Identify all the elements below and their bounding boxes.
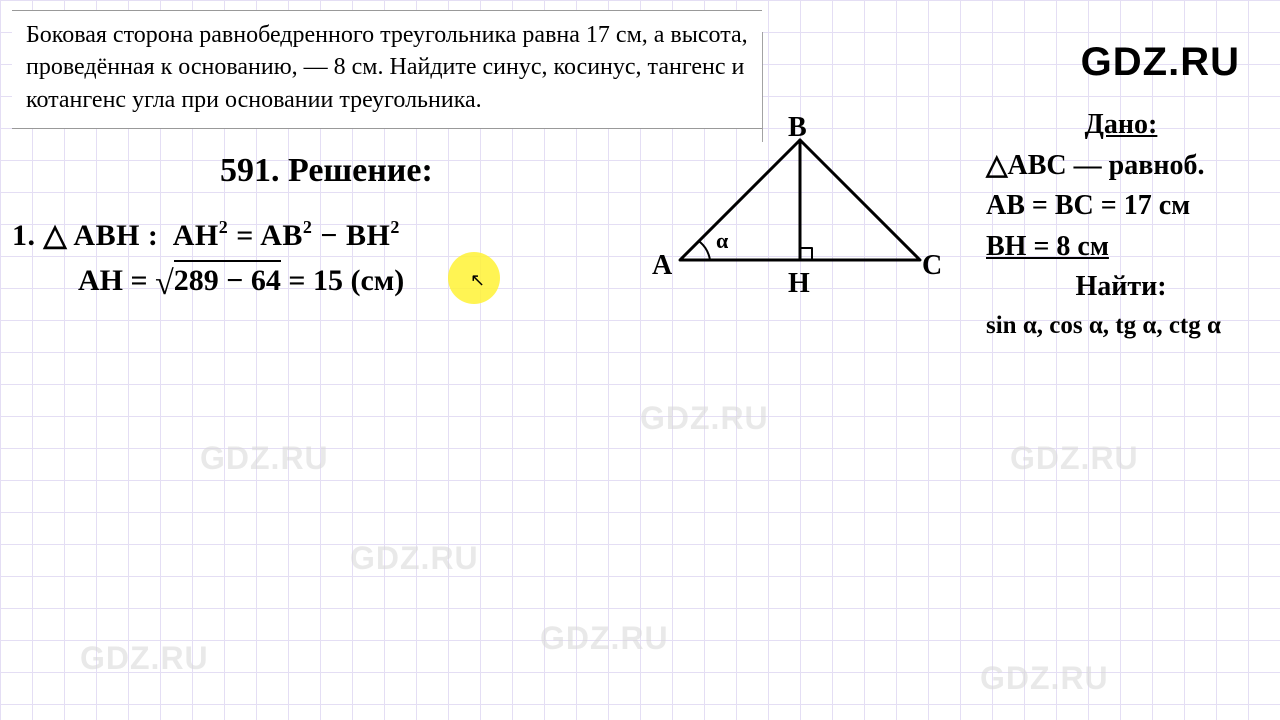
vertex-a-label: A	[652, 250, 672, 282]
solution-heading: 591. Решение:	[220, 152, 433, 190]
step1-lhs: AH =	[78, 264, 148, 297]
given-heading: Дано:	[986, 105, 1256, 146]
vertex-c-label: C	[922, 250, 942, 282]
radicand: 289 − 64	[174, 260, 281, 298]
angle-alpha-label: α	[716, 228, 728, 254]
triangle-figure: B A C H α	[620, 130, 990, 330]
problem-statement: Боковая сторона равнобедренного треуголь…	[12, 10, 762, 129]
step1-pythagoras: 1. △ ABH : AH2 = AB2 − BH2	[12, 218, 400, 253]
step1-text: 1. △ ABH : AH2 = AB2 − BH2	[12, 219, 400, 252]
foot-h-label: H	[788, 268, 810, 300]
radical-sign: √	[155, 265, 174, 302]
find-list: sin α, cos α, tg α, ctg α	[986, 308, 1256, 344]
step1-computation: AH = √289 − 64 = 15 (см)	[78, 260, 404, 303]
given-l1: △ABC — равноб.	[986, 146, 1256, 187]
problem-text: Боковая сторона равнобедренного треуголь…	[26, 22, 748, 113]
mouse-cursor-icon: ↖	[470, 270, 485, 291]
given-l3: BH = 8 см	[986, 227, 1256, 268]
right-angle-mark	[800, 248, 812, 260]
sqrt-expression: √289 − 64	[155, 260, 281, 303]
step1-result: = 15 (см)	[288, 264, 404, 297]
find-heading: Найти:	[986, 267, 1256, 308]
given-block: Дано: △ABC — равноб. AB = BC = 17 см BH …	[986, 105, 1256, 344]
vertex-b-label: B	[788, 112, 807, 144]
angle-arc	[700, 242, 710, 260]
given-l2: AB = BC = 17 см	[986, 186, 1256, 227]
column-divider	[762, 32, 763, 142]
site-logo: GDZ.RU	[1081, 40, 1240, 85]
